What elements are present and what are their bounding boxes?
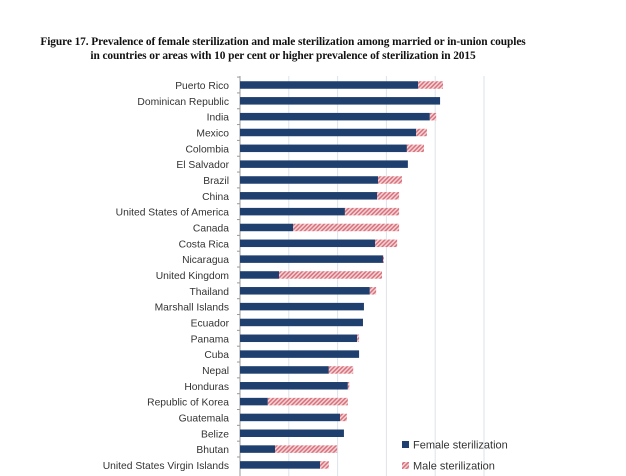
bar-male-sterilization (320, 461, 329, 469)
category-label: Guatemala (179, 413, 230, 424)
bar-female-sterilization (240, 144, 407, 153)
bar-male-sterilization (357, 334, 360, 343)
category-label: Republic of Korea (147, 398, 229, 409)
chart-title: Figure 17. Prevalence of female steriliz… (40, 36, 526, 48)
legend-swatch-male (402, 462, 409, 469)
bar-female-sterilization (240, 81, 419, 89)
bar-male-sterilization (267, 397, 348, 406)
bar-female-sterilization (240, 176, 379, 184)
bar-female-sterilization (240, 112, 430, 121)
bar-male-sterilization (382, 255, 384, 263)
category-label: Bhutan (196, 445, 229, 456)
category-label: Cuba (204, 350, 229, 361)
category-label: Ecuador (191, 318, 230, 329)
bar-male-sterilization (279, 271, 383, 279)
bar-female-sterilization (240, 413, 341, 422)
category-label: United Kingdom (156, 271, 229, 282)
bar-female-sterilization (240, 366, 329, 374)
bar-male-sterilization (406, 144, 424, 153)
category-labels: Puerto Rico Dominican Republic India Mexico… (103, 81, 230, 472)
bar-male-sterilization (328, 366, 354, 374)
bar-female-sterilization (240, 239, 376, 248)
bar-male-sterilization (344, 207, 400, 216)
category-label: Dominican Republic (137, 97, 229, 108)
bar-male-sterilization (429, 112, 437, 121)
bar-male-sterilization (378, 176, 403, 184)
bar-male-sterilization (416, 128, 427, 137)
bar-female-sterilization (240, 128, 417, 137)
category-label: Panama (191, 334, 230, 345)
bar-male-sterilization (418, 81, 444, 89)
bar-male-sterilization (340, 413, 347, 422)
bar-male-sterilization (293, 223, 400, 232)
bar-female-sterilization (240, 429, 344, 438)
legend-label-male: Male sterilization (413, 461, 495, 473)
category-label: China (202, 192, 229, 203)
legend-swatch-female (402, 441, 409, 448)
bar-female-sterilization (240, 207, 345, 216)
bars (240, 81, 444, 469)
category-label: United States of America (116, 208, 230, 219)
bar-female-sterilization (240, 350, 360, 358)
category-label: Nepal (202, 366, 229, 377)
chart-subtitle: in countries or areas with 10 per cent o… (90, 50, 476, 62)
category-label: Belize (201, 429, 229, 440)
category-label: Costa Rica (179, 239, 230, 250)
bar-female-sterilization (240, 160, 408, 168)
bar-male-sterilization (377, 192, 400, 200)
bar-female-sterilization (240, 302, 364, 311)
legend: Female sterilization Male sterilization (402, 440, 508, 473)
category-label: Colombia (186, 144, 230, 155)
bar-female-sterilization (240, 271, 280, 279)
category-label: El Salvador (176, 160, 229, 171)
category-label: Honduras (184, 382, 229, 393)
category-label: Marshall Islands (155, 303, 229, 314)
bar-female-sterilization (240, 97, 441, 105)
bar-male-sterilization (375, 239, 398, 248)
bar-female-sterilization (240, 397, 268, 406)
bar-female-sterilization (240, 445, 276, 453)
bar-male-sterilization (275, 445, 338, 453)
bar-female-sterilization (240, 318, 363, 327)
category-label: United States Virgin Islands (103, 461, 229, 472)
legend-label-female: Female sterilization (413, 440, 508, 452)
bar-female-sterilization (240, 382, 348, 390)
bar-female-sterilization (240, 287, 370, 295)
bar-female-sterilization (240, 461, 321, 469)
category-label: Mexico (196, 128, 229, 139)
bar-female-sterilization (240, 223, 294, 232)
bar-female-sterilization (240, 192, 378, 200)
category-label: Thailand (190, 287, 230, 298)
bar-female-sterilization (240, 334, 358, 343)
bar-male-sterilization (347, 382, 350, 390)
bar-female-sterilization (240, 255, 383, 263)
category-label: Puerto Rico (175, 81, 229, 92)
category-label: Canada (193, 223, 229, 234)
category-label: India (207, 113, 230, 124)
category-label: Nicaragua (182, 255, 229, 266)
bar-male-sterilization (369, 287, 377, 295)
category-label: Brazil (203, 176, 229, 187)
